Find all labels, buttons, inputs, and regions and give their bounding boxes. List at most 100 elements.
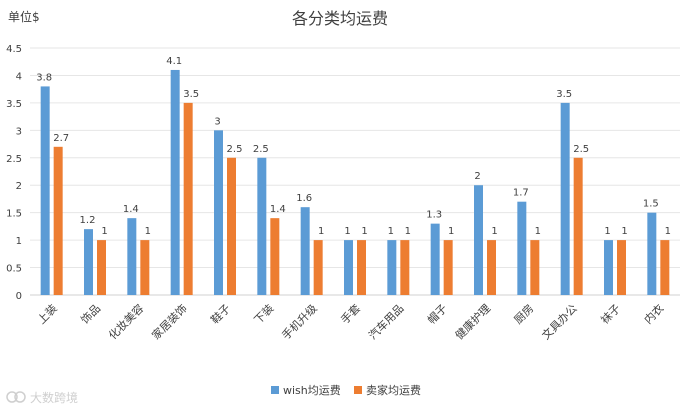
- data-label-1-6: 1: [318, 226, 324, 237]
- data-label-1-2: 1: [145, 226, 151, 237]
- legend-swatch-1: [354, 386, 362, 394]
- legend-label-1: 卖家均运费: [366, 383, 421, 397]
- data-label-0-4: 3: [214, 116, 220, 127]
- bar-0-0: [40, 86, 50, 295]
- data-label-1-0: 2.7: [53, 133, 69, 144]
- y-tick-label-1: 0.5: [6, 264, 22, 275]
- data-label-0-2: 1.4: [123, 204, 139, 215]
- bar-1-6: [313, 240, 323, 295]
- y-tick-label-9: 4.5: [6, 44, 22, 55]
- data-label-0-8: 1: [388, 226, 394, 237]
- data-label-1-4: 2.5: [227, 144, 243, 155]
- bar-1-14: [660, 240, 670, 295]
- bar-0-12: [560, 102, 570, 295]
- watermark-logo-icon-2: [14, 391, 26, 403]
- bar-0-7: [344, 240, 353, 295]
- x-category-label-9: 帽子: [425, 302, 450, 327]
- bar-1-0: [53, 146, 63, 295]
- bar-0-8: [387, 240, 397, 295]
- legend-label-0: wish均运费: [283, 384, 341, 397]
- data-label-0-13: 1: [604, 226, 610, 237]
- bar-1-9: [443, 240, 453, 295]
- x-category-label-4: 鞋子: [208, 301, 233, 326]
- data-label-1-12: 2.5: [573, 144, 589, 155]
- bar-0-5: [257, 157, 267, 295]
- data-label-0-12: 3.5: [556, 89, 572, 100]
- bar-1-10: [487, 240, 496, 295]
- legend-swatch-0: [271, 386, 279, 394]
- bar-0-11: [517, 201, 527, 295]
- y-tick-label-3: 1.5: [6, 209, 22, 220]
- x-category-label-13: 袜子: [598, 301, 623, 326]
- bar-1-1: [97, 240, 106, 295]
- bar-1-7: [357, 240, 366, 295]
- x-category-label-11: 厨房: [512, 302, 537, 327]
- bar-0-1: [84, 229, 93, 295]
- data-label-1-7: 1: [361, 226, 367, 237]
- data-label-1-10: 1: [491, 226, 497, 237]
- x-category-label-7: 手套: [338, 301, 363, 326]
- bar-1-12: [573, 157, 583, 295]
- x-category-label-14: 内衣: [641, 301, 666, 326]
- data-label-1-13: 1: [621, 226, 627, 237]
- bar-0-3: [170, 69, 180, 295]
- data-label-0-14: 1.5: [643, 199, 659, 210]
- x-axis-categories: 上装 饰品 化妆美容 家居装饰 鞋子 下装 手机升级 手套 汽车用品 帽子 健康护理 厨房 文具办公 袜子…: [35, 301, 666, 342]
- data-label-0-1: 1.2: [80, 215, 96, 226]
- bar-1-11: [530, 240, 540, 295]
- data-label-0-11: 1.7: [513, 188, 529, 199]
- y-tick-label-8: 4: [16, 71, 22, 82]
- data-label-1-3: 3.5: [183, 89, 199, 100]
- data-label-0-3: 4.1: [166, 56, 182, 67]
- bar-0-4: [214, 130, 223, 295]
- data-label-1-5: 1.4: [270, 204, 286, 215]
- bar-0-10: [474, 185, 483, 295]
- x-category-label-12: 文具办公: [539, 301, 580, 342]
- bar-0-2: [127, 218, 137, 295]
- x-category-label-10: 健康护理: [452, 301, 493, 342]
- bar-0-9: [430, 223, 440, 295]
- x-category-label-3: 家居装饰: [149, 301, 190, 342]
- watermark: 大数跨境: [6, 390, 78, 405]
- bar-1-3: [183, 102, 193, 295]
- bar-0-13: [604, 240, 613, 295]
- data-label-0-10: 2: [474, 171, 480, 182]
- y-tick-label-6: 3: [16, 126, 22, 137]
- y-tick-label-5: 2.5: [6, 154, 22, 165]
- x-category-label-2: 化妆美容: [105, 301, 146, 342]
- bar-1-4: [227, 157, 236, 295]
- bars: [40, 69, 670, 295]
- data-label-1-8: 1: [405, 226, 411, 237]
- y-tick-label-4: 2: [16, 181, 22, 192]
- watermark-text: 大数跨境: [30, 390, 78, 405]
- data-label-0-6: 1.6: [296, 193, 312, 204]
- gridlines: [30, 47, 680, 296]
- data-label-0-0: 3.8: [36, 72, 52, 83]
- data-label-1-1: 1: [101, 226, 107, 237]
- data-label-1-14: 1: [665, 226, 671, 237]
- data-label-0-9: 1.3: [426, 210, 442, 221]
- bar-0-6: [300, 207, 310, 295]
- y-tick-label-2: 1: [16, 236, 22, 247]
- y-axis-unit-label: 单位$: [8, 9, 40, 24]
- watermark-logo-icon: [6, 391, 18, 403]
- bar-1-8: [400, 240, 410, 295]
- data-label-0-5: 2.5: [253, 144, 269, 155]
- x-category-label-5: 下装: [252, 302, 277, 327]
- x-category-label-0: 上装: [35, 302, 60, 327]
- data-label-1-11: 1: [535, 226, 541, 237]
- x-category-label-1: 饰品: [78, 301, 103, 326]
- y-axis-ticks: 0 0.5 1 1.5 2 2.5 3 3.5 4 4.5: [6, 44, 22, 302]
- data-labels: 3.82.71.211.414.13.532.5 2.51.41.61 1 1 1 11.…: [36, 56, 671, 237]
- x-category-label-8: 汽车用品: [365, 301, 406, 342]
- bar-0-14: [647, 212, 657, 295]
- data-label-1-9: 1: [448, 226, 454, 237]
- x-category-label-6: 手机升级: [279, 301, 320, 342]
- bar-1-5: [270, 218, 280, 295]
- chart-title: 各分类均运费: [292, 9, 388, 28]
- y-tick-label-7: 3.5: [6, 99, 22, 110]
- legend: wish均运费 卖家均运费: [271, 383, 421, 397]
- bar-1-13: [617, 240, 626, 295]
- data-label-0-7: 1: [344, 226, 350, 237]
